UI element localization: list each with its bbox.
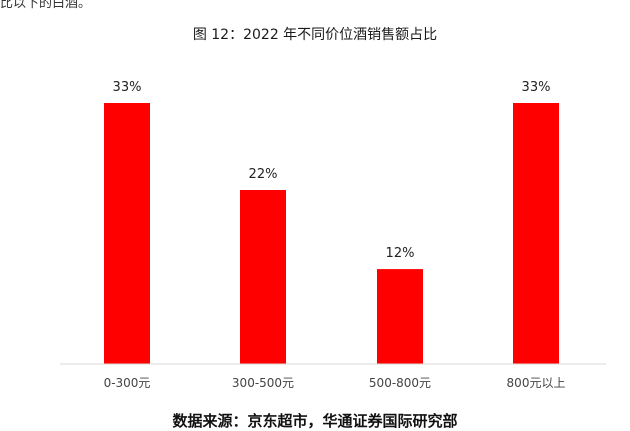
clipped-paragraph-text: 比以下的白酒。 (0, 0, 92, 11)
bar (104, 103, 150, 364)
data-label: 33% (522, 80, 551, 95)
figure-title: 图 12：2022 年不同价位酒销售额占比 (192, 27, 438, 43)
data-label: 12% (386, 246, 415, 261)
bar (513, 103, 559, 364)
bar (240, 190, 286, 364)
data-label: 33% (113, 80, 142, 95)
x-tick-label: 500-800元 (369, 376, 431, 390)
bar (377, 269, 423, 364)
x-tick-label: 0-300元 (104, 376, 151, 390)
x-tick-label: 300-500元 (232, 376, 294, 390)
x-tick-label: 800元以上 (507, 376, 566, 390)
data-label: 22% (249, 167, 278, 182)
source-note: 数据来源：京东超市，华通证券国际研究部 (172, 412, 458, 430)
